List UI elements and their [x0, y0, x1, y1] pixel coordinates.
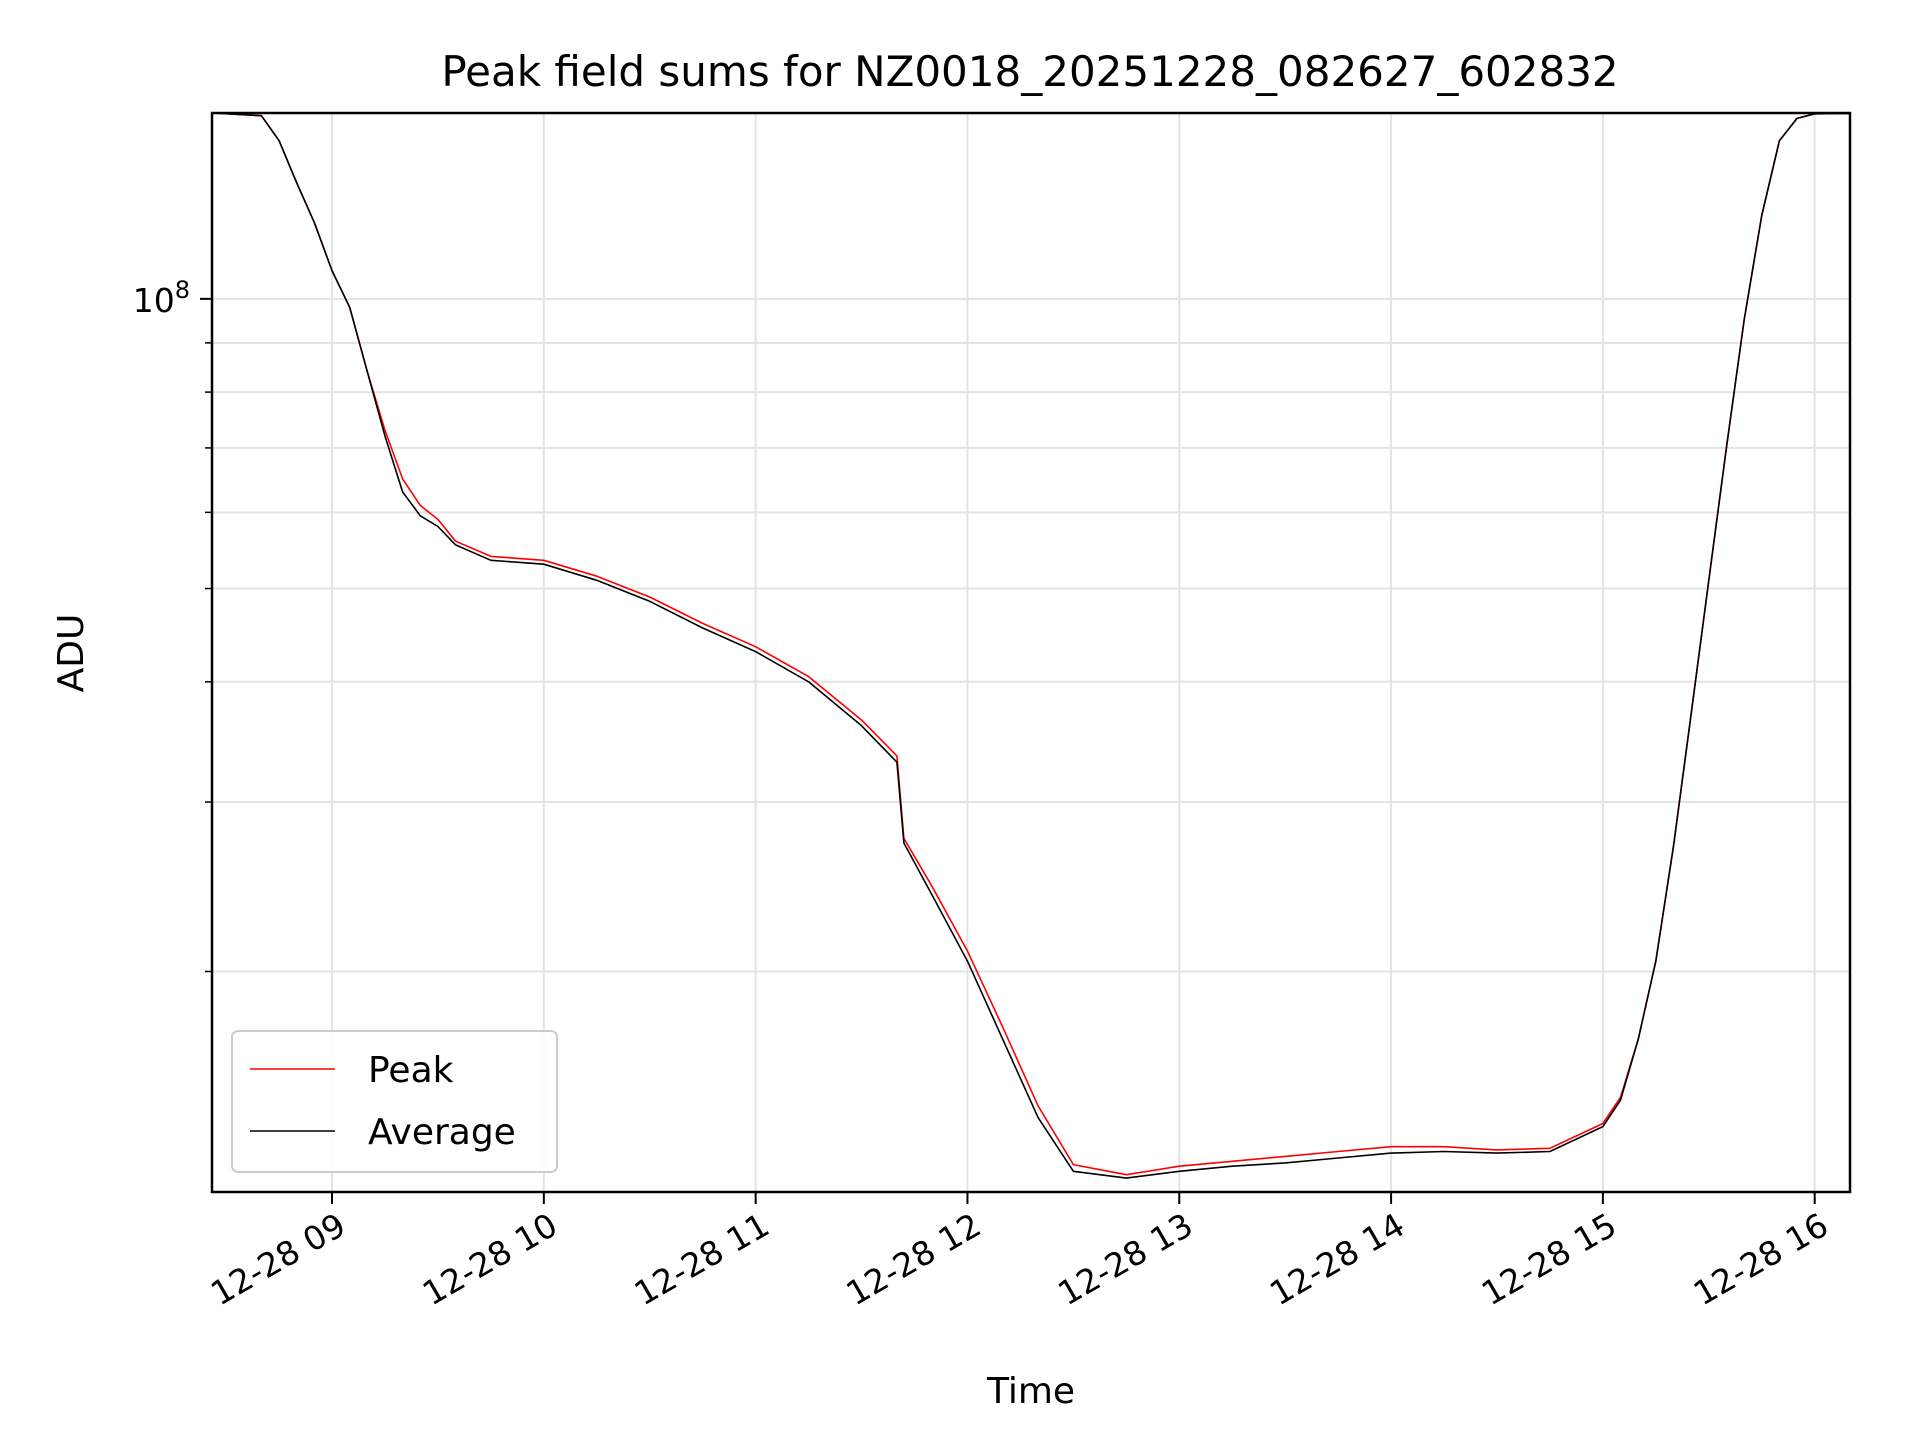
legend: Peak Average: [231, 1030, 558, 1173]
plot-area-frame: [210, 111, 1852, 1194]
y-tick-label: 108: [133, 276, 190, 320]
grid: [212, 113, 1850, 1192]
series-line-average: [211, 112, 1851, 1179]
series-layer: [211, 112, 1851, 1179]
y-axis-label: ADU: [51, 614, 92, 693]
legend-box: [231, 1030, 558, 1173]
y-axis: 108: [133, 276, 212, 973]
legend-label-average: Average: [368, 1112, 516, 1153]
legend-label-peak: Peak: [368, 1050, 454, 1091]
x-axis-label: Time: [986, 1371, 1075, 1412]
chart-title: Peak field sums for NZ0018_20251228_0826…: [441, 47, 1618, 96]
